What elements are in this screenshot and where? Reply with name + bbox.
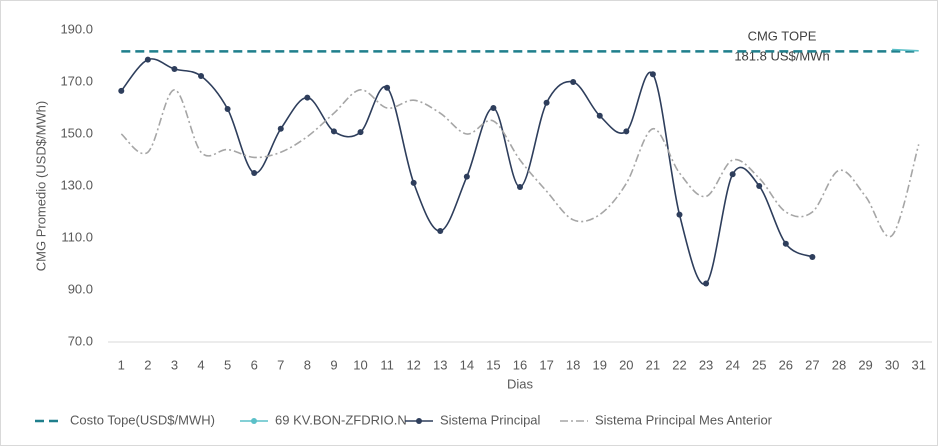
- point: [809, 253, 816, 260]
- x-tick-label: 13: [433, 357, 447, 372]
- x-tick-label: 24: [725, 357, 739, 372]
- point: [463, 173, 470, 180]
- series-line: [120, 58, 813, 285]
- y-tick-label: 90.0: [68, 281, 93, 296]
- point: [649, 71, 656, 78]
- series-line: [120, 88, 920, 238]
- point: [596, 112, 603, 119]
- point: [251, 170, 258, 176]
- x-tick-label: 4: [197, 357, 204, 372]
- legend-marker: [251, 418, 257, 424]
- y-tick-label: 190.0: [60, 21, 93, 36]
- y-tick-label: 130.0: [60, 177, 93, 192]
- point: [198, 73, 205, 80]
- x-axis-label: Dias: [507, 376, 534, 391]
- point: [729, 171, 736, 178]
- x-tick-label: 7: [277, 357, 284, 372]
- x-tick-label: 18: [566, 357, 580, 372]
- point: [782, 240, 789, 247]
- x-tick-label: 17: [539, 357, 553, 372]
- point: [676, 211, 683, 218]
- y-tick-label: 150.0: [60, 125, 93, 140]
- legend-label: Sistema Principal Mes Anterior: [595, 412, 773, 427]
- series-line: [892, 48, 919, 52]
- y-axis-label: CMG Promedio (USD$/MWh): [33, 101, 48, 271]
- legend-label: 69 KV.BON-ZFDRIO.N: [275, 412, 407, 427]
- x-tick-label: 27: [805, 357, 819, 372]
- x-tick-label: 23: [699, 357, 713, 372]
- point: [410, 179, 417, 186]
- point: [384, 84, 391, 91]
- x-tick-label: 5: [224, 357, 231, 372]
- x-tick-label: 20: [619, 357, 633, 372]
- point: [277, 125, 284, 132]
- x-tick-label: 22: [672, 357, 686, 372]
- point: [543, 99, 550, 106]
- x-tick-label: 11: [380, 357, 394, 372]
- x-tick-label: 12: [406, 357, 420, 372]
- x-tick-label: 30: [885, 357, 899, 372]
- point: [304, 94, 311, 101]
- x-tick-label: 16: [513, 357, 527, 372]
- x-tick-label: 21: [646, 357, 660, 372]
- point: [623, 128, 630, 135]
- y-tick-label: 110.0: [61, 229, 93, 244]
- point: [570, 79, 577, 85]
- point: [437, 227, 444, 234]
- x-tick-label: 6: [251, 357, 258, 372]
- x-tick-label: 25: [752, 357, 766, 372]
- x-tick-label: 26: [779, 357, 793, 372]
- point: [703, 280, 710, 287]
- x-tick-label: 31: [911, 357, 925, 372]
- legend-label: Sistema Principal: [440, 412, 541, 427]
- point: [144, 56, 151, 63]
- x-tick-label: 14: [460, 357, 474, 372]
- point: [517, 184, 523, 191]
- point: [171, 66, 178, 72]
- point: [490, 105, 497, 111]
- point: [756, 183, 763, 189]
- point: [118, 87, 125, 94]
- x-tick-label: 29: [858, 357, 872, 372]
- y-tick-label: 70.0: [68, 333, 93, 348]
- x-tick-label: 1: [118, 357, 125, 372]
- point: [224, 106, 231, 113]
- x-tick-label: 28: [832, 357, 846, 372]
- point: [330, 128, 337, 135]
- x-tick-label: 2: [144, 357, 151, 372]
- point: [357, 129, 364, 136]
- y-tick-label: 170.0: [60, 73, 93, 88]
- legend-label: Costo Tope(USD$/MWH): [70, 412, 215, 427]
- x-tick-label: 8: [304, 357, 311, 372]
- x-tick-label: 9: [330, 357, 337, 372]
- x-tick-label: 3: [171, 357, 178, 372]
- x-tick-label: 19: [593, 357, 607, 372]
- x-tick-label: 15: [486, 357, 500, 372]
- annotation: CMG TOPE: [748, 28, 817, 43]
- x-tick-label: 10: [353, 357, 367, 372]
- legend-marker: [416, 418, 422, 424]
